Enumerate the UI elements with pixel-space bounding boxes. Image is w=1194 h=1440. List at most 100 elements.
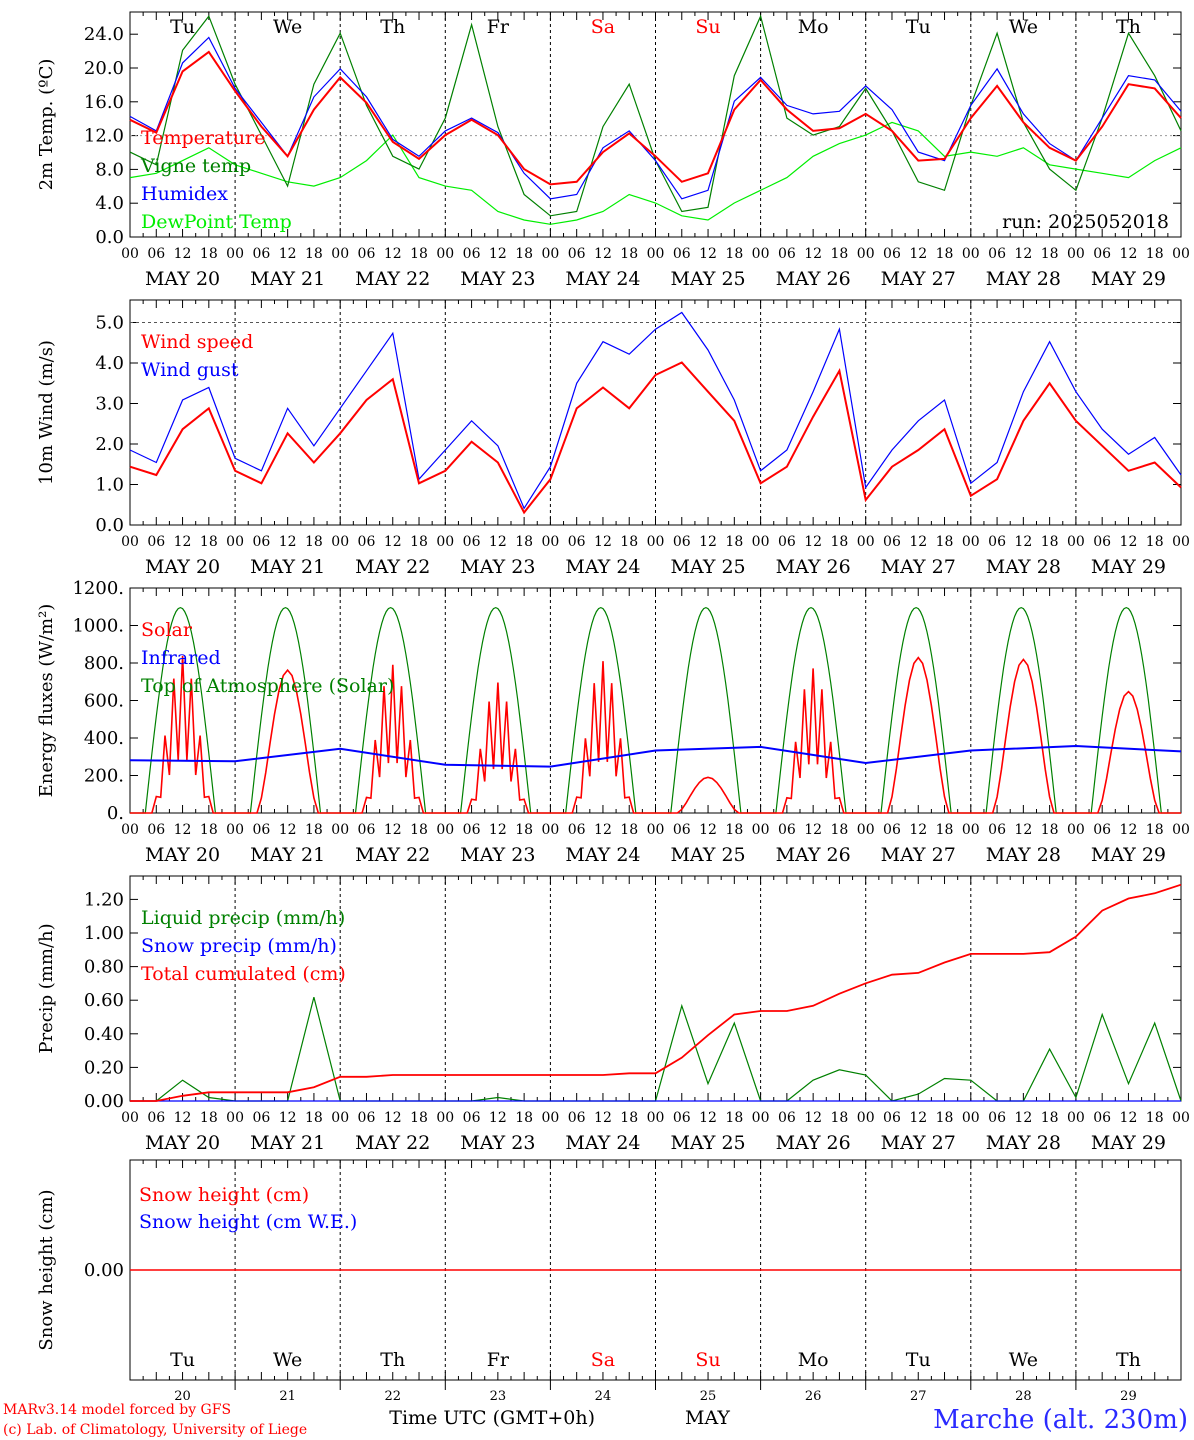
hour-tick-label: 06	[463, 246, 481, 262]
hour-tick-label: 18	[725, 822, 743, 838]
weekday-label: Tu	[906, 1349, 931, 1371]
hour-tick-label: 18	[305, 534, 323, 550]
hour-tick-label: 00	[647, 534, 665, 550]
hour-tick-label: 12	[804, 822, 822, 838]
hour-tick-label: 12	[174, 822, 192, 838]
hour-tick-label: 18	[936, 534, 954, 550]
series-line-dewpoint-temp	[129, 121, 1182, 225]
hour-tick-label: 00	[541, 1110, 559, 1126]
hour-tick-label: 18	[200, 534, 218, 550]
hour-tick-label: 18	[1041, 1110, 1059, 1126]
series-line-infrared	[129, 744, 1182, 768]
y-tick-label: 16.0	[84, 92, 124, 113]
hour-tick-label: 00	[226, 246, 244, 262]
hour-tick-label: 12	[174, 534, 192, 550]
temp-legend: Temperature Vigne temp Humidex DewPoint …	[140, 127, 1169, 233]
hour-tick-label: 12	[384, 534, 402, 550]
hour-tick-label: 06	[252, 822, 270, 838]
legend-infrared: Infrared	[141, 647, 221, 669]
hour-tick-label: 06	[147, 1110, 165, 1126]
date-label: MAY 20	[145, 556, 220, 578]
hour-tick-label: 06	[673, 1110, 691, 1126]
y-tick-label: 1000.	[72, 616, 124, 637]
hour-tick-label: 12	[909, 534, 927, 550]
day-number-label: 23	[490, 1389, 507, 1404]
y-tick-label: 20.0	[84, 58, 124, 79]
snow-legend: Snow height (cm) Snow height (cm W.E.)	[139, 1184, 357, 1233]
y-tick-label: 800.	[84, 653, 124, 674]
date-label: MAY 27	[881, 1132, 956, 1154]
series-line-liquid-precip-mm-h-	[130, 997, 1182, 1102]
hour-tick-label: 06	[778, 1110, 796, 1126]
hour-tick-label: 18	[200, 1110, 218, 1126]
weekday-label: We	[1009, 16, 1038, 38]
hour-tick-label: 00	[962, 1110, 980, 1126]
hour-tick-label: 00	[1172, 246, 1190, 262]
hour-tick-label: 00	[541, 246, 559, 262]
day-number-label: 27	[910, 1389, 927, 1404]
hour-tick-label: 00	[647, 822, 665, 838]
y-tick-label: 0.00	[84, 1091, 124, 1112]
footer: MARv3.14 model forced by GFS (c) Lab. of…	[3, 1402, 1188, 1438]
date-label: MAY 24	[565, 268, 640, 290]
hour-tick-label: 12	[594, 246, 612, 262]
y-tick-label: 200.	[84, 766, 124, 787]
y-tick-label: 0.40	[84, 1024, 124, 1045]
hour-tick-label: 06	[358, 534, 376, 550]
hour-tick-label: 00	[121, 246, 139, 262]
hour-tick-label: 06	[883, 1110, 901, 1126]
weekday-label: We	[1009, 1349, 1038, 1371]
hour-tick-label: 12	[1014, 822, 1032, 838]
legend-temperature: Temperature	[141, 127, 265, 149]
day-number-label: 25	[700, 1389, 717, 1404]
weekday-label: We	[273, 16, 302, 38]
hour-tick-label: 06	[568, 246, 586, 262]
legend-snow-precip: Snow precip (mm/h)	[141, 935, 337, 957]
hour-tick-label: 00	[331, 822, 349, 838]
hour-tick-label: 18	[1146, 246, 1164, 262]
y-tick-label: 0.20	[84, 1057, 124, 1078]
hour-tick-label: 06	[568, 534, 586, 550]
date-label: MAY 22	[355, 556, 430, 578]
date-label: MAY 22	[355, 1132, 430, 1154]
hour-tick-label: 12	[804, 246, 822, 262]
weekday-label: Fr	[487, 1349, 510, 1371]
date-label: MAY 24	[565, 556, 640, 578]
hour-tick-label: 00	[647, 246, 665, 262]
legend-dewpoint: DewPoint Temp	[141, 211, 292, 233]
hour-tick-label: 12	[489, 822, 507, 838]
hour-tick-label: 06	[568, 822, 586, 838]
hour-tick-label: 06	[1093, 534, 1111, 550]
hour-tick-label: 12	[1120, 534, 1138, 550]
hour-tick-label: 06	[358, 822, 376, 838]
hour-tick-label: 00	[857, 246, 875, 262]
legend-toa-solar: Top of Atmosphere (Solar)	[141, 675, 394, 697]
y-tick-label: 1.0	[95, 475, 124, 496]
date-label: MAY 21	[250, 1132, 325, 1154]
hour-tick-label: 18	[410, 1110, 428, 1126]
legend-wind-speed: Wind speed	[141, 331, 253, 353]
y-tick-label: 8.0	[95, 159, 124, 180]
date-label: MAY 20	[145, 1132, 220, 1154]
date-label: MAY 27	[881, 268, 956, 290]
hour-tick-label: 18	[620, 1110, 638, 1126]
y-tick-label: 400.	[84, 728, 124, 749]
hour-tick-label: 06	[147, 822, 165, 838]
hour-tick-label: 00	[121, 822, 139, 838]
hour-tick-label: 00	[1172, 1110, 1190, 1126]
hour-tick-label: 00	[1067, 1110, 1085, 1126]
weekday-label: Su	[695, 1349, 720, 1371]
hour-tick-label: 18	[515, 822, 533, 838]
day-number-label: 22	[384, 1389, 401, 1404]
hour-tick-label: 06	[673, 534, 691, 550]
credit-line-1: MARv3.14 model forced by GFS	[3, 1402, 231, 1418]
hour-tick-label: 00	[436, 822, 454, 838]
hour-tick-label: 00	[121, 1110, 139, 1126]
date-label: MAY 25	[670, 556, 745, 578]
hour-tick-label: 00	[1172, 822, 1190, 838]
hour-tick-label: 00	[436, 1110, 454, 1126]
weekday-label: Fr	[487, 16, 510, 38]
date-label: MAY 26	[776, 844, 851, 866]
hour-tick-label: 12	[594, 1110, 612, 1126]
hour-tick-label: 18	[831, 246, 849, 262]
